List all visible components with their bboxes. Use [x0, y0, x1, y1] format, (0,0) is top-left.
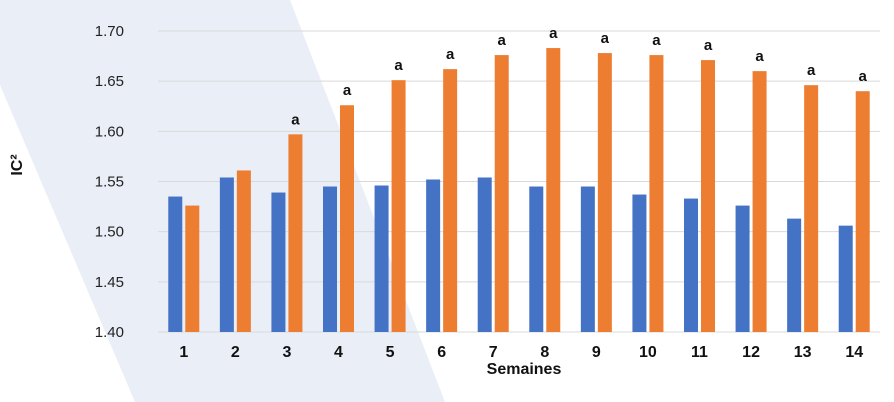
- y-tick-label: 1.60: [95, 123, 124, 140]
- x-axis-ticks: 1 2 3 4 5 6 7 8 9 10 11 12 13 14: [179, 344, 863, 361]
- bar-annotation: a: [755, 48, 764, 65]
- bar-annotation: a: [394, 57, 403, 74]
- bar-annotation: a: [704, 37, 713, 54]
- x-tick-label: 3: [282, 344, 291, 361]
- x-tick-label: 14: [845, 344, 863, 361]
- x-tick-label: 4: [334, 344, 343, 361]
- bar-series1-11: [684, 198, 698, 332]
- bar-series1-8: [529, 186, 544, 332]
- bar-annotation: a: [807, 62, 816, 79]
- bar-series2-11: [701, 60, 715, 332]
- bar-series2-12: [752, 71, 767, 332]
- x-tick-label: 7: [489, 344, 498, 361]
- bar-series2-14: [855, 91, 870, 332]
- bar-series1-9: [580, 186, 595, 332]
- bars: [168, 48, 870, 333]
- bar-series1-2: [219, 177, 234, 332]
- bar-series2-2: [236, 170, 251, 332]
- y-tick-label: 1.55: [95, 174, 124, 191]
- bar-annotation: a: [446, 46, 455, 63]
- bar-series1-4: [323, 186, 337, 332]
- y-axis-label: IC²: [9, 154, 26, 175]
- y-tick-label: 1.70: [95, 23, 124, 40]
- x-tick-label: 9: [592, 344, 601, 361]
- bar-series1-6: [426, 179, 441, 332]
- bar-series2-6: [443, 69, 458, 333]
- bar-annotation: a: [859, 68, 868, 85]
- x-tick-label: 13: [794, 344, 812, 361]
- bar-series1-3: [271, 192, 286, 332]
- bar-series2-7: [494, 55, 509, 332]
- y-axis-ticks: 1.40 1.45 1.50 1.55 1.60 1.65 1.70: [95, 23, 124, 341]
- bar-series1-14: [838, 225, 853, 332]
- x-axis-label: Semaines: [487, 361, 562, 378]
- y-tick-label: 1.45: [95, 274, 124, 291]
- x-tick-label: 5: [386, 344, 395, 361]
- bar-series1-10: [632, 194, 647, 332]
- x-tick-label: 2: [231, 344, 240, 361]
- bar-annotation: a: [343, 82, 352, 99]
- bar-series1-5: [374, 185, 389, 332]
- bar-series1-1: [168, 196, 183, 332]
- x-tick-label: 1: [179, 344, 188, 361]
- bar-series2-4: [340, 105, 354, 332]
- bar-series2-13: [804, 85, 819, 333]
- bar-series1-12: [735, 205, 750, 332]
- bar-annotation: a: [498, 32, 507, 49]
- x-tick-label: 10: [639, 344, 657, 361]
- bar-series2-9: [597, 53, 612, 332]
- x-tick-label: 8: [540, 344, 549, 361]
- bar-series2-10: [649, 55, 664, 332]
- bar-annotation: a: [652, 32, 661, 49]
- bar-series1-7: [477, 177, 492, 332]
- bar-annotation: a: [549, 25, 558, 42]
- bar-series2-5: [391, 80, 406, 332]
- x-tick-label: 6: [437, 344, 446, 361]
- bar-series2-1: [185, 205, 200, 332]
- bar-series1-13: [787, 218, 802, 332]
- y-tick-label: 1.65: [95, 73, 124, 90]
- bar-annotations: a a a a a a a a a a a a: [291, 25, 867, 128]
- x-tick-label: 11: [691, 344, 708, 361]
- y-tick-label: 1.40: [95, 324, 124, 341]
- bar-series2-3: [288, 134, 303, 332]
- bar-annotation: a: [601, 30, 610, 47]
- bar-series2-8: [546, 48, 561, 332]
- x-tick-label: 12: [742, 344, 760, 361]
- bar-annotation: a: [291, 111, 300, 128]
- y-tick-label: 1.50: [95, 224, 124, 241]
